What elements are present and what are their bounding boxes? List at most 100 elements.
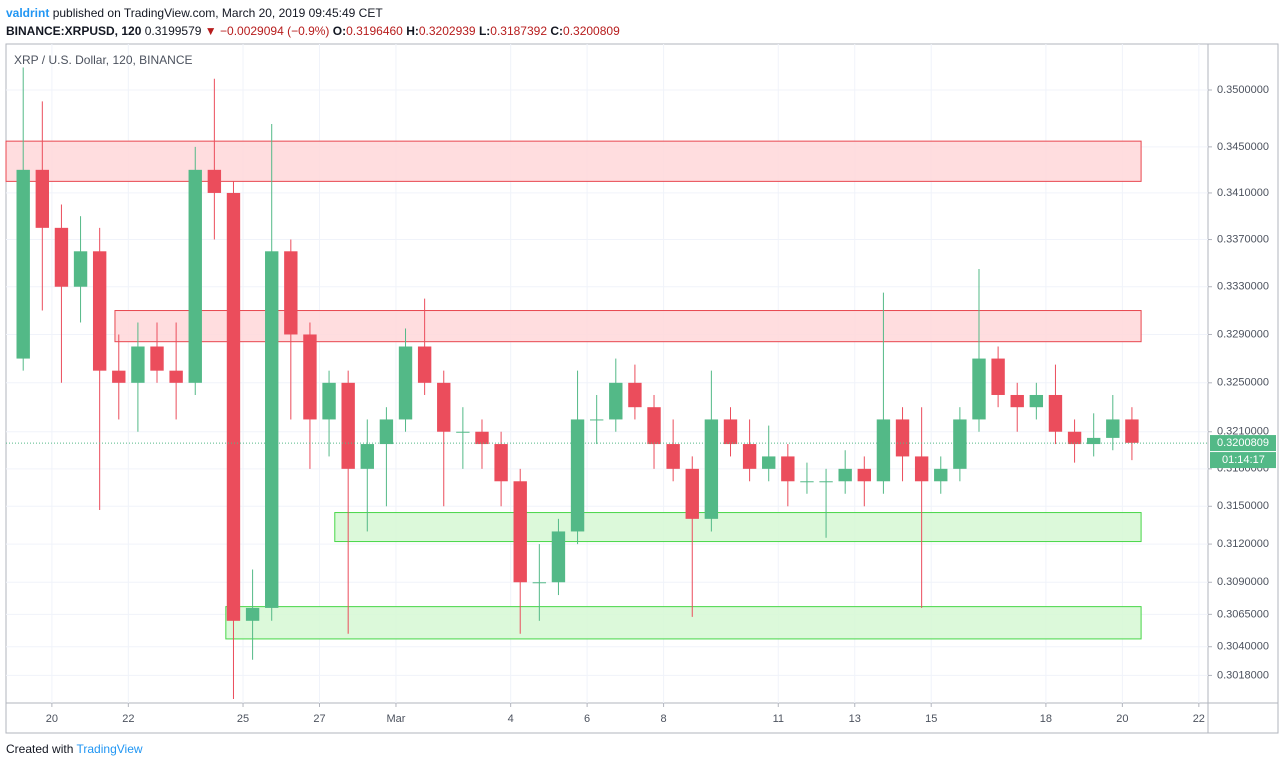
- candle-body: [1125, 419, 1139, 443]
- x-tick-label: 6: [584, 713, 590, 725]
- candle-body: [647, 407, 661, 445]
- candle-body: [609, 382, 623, 420]
- candle-body: [379, 419, 394, 445]
- candle-body: [131, 346, 145, 383]
- chart: XRP / U.S. Dollar, 120, BINANCE 0.350000…: [5, 43, 1279, 734]
- x-tick-label: 15: [925, 713, 937, 725]
- y-tick-label: 0.3018000: [1217, 669, 1269, 681]
- candle-body: [341, 382, 355, 469]
- candle-body: [226, 192, 241, 621]
- candle-body: [1106, 419, 1120, 438]
- candle-body: [723, 419, 738, 445]
- candle-body: [1010, 394, 1024, 408]
- candle-body: [245, 607, 260, 621]
- y-tick-label: 0.3290000: [1217, 328, 1269, 340]
- candle-body: [857, 468, 871, 482]
- y-tick-label: 0.3410000: [1217, 187, 1269, 199]
- ohlc-value: 0.3200809: [563, 24, 620, 38]
- candle-body: [513, 481, 527, 583]
- candle-body: [169, 370, 183, 383]
- candle-body: [16, 169, 30, 359]
- candle-body: [284, 251, 298, 335]
- candle-body: [742, 444, 757, 469]
- candle-body: [1067, 431, 1082, 445]
- candle-body: [666, 444, 680, 469]
- x-tick-label: 11: [773, 713, 784, 725]
- zone: [5, 140, 1142, 182]
- candle-body: [360, 444, 374, 469]
- y-tick-label: 0.3250000: [1217, 377, 1269, 389]
- zone: [225, 606, 1142, 640]
- candle-body: [1048, 394, 1063, 432]
- candle-body: [322, 382, 336, 420]
- footer: Created with TradingView: [6, 742, 143, 756]
- candle-body: [991, 358, 1005, 395]
- candle-body: [953, 419, 967, 469]
- x-tick-label: 4: [508, 713, 514, 725]
- x-tick-label: 22: [1193, 713, 1205, 725]
- candle-body: [838, 468, 852, 482]
- candle-body: [934, 468, 948, 482]
- candle-body: [456, 431, 470, 433]
- ohlc-label: L:: [478, 24, 491, 38]
- brand[interactable]: TradingView: [76, 742, 143, 756]
- change: ▼ −0.0029094 (−0.9%): [204, 24, 330, 38]
- candle-body: [92, 251, 107, 371]
- candle-body: [494, 444, 508, 482]
- y-tick-label: 0.3040000: [1217, 641, 1269, 653]
- candle-body: [1086, 437, 1101, 445]
- chart-title: XRP / U.S. Dollar, 120, BINANCE: [14, 53, 193, 67]
- candle-body: [895, 419, 910, 457]
- candle-body: [762, 456, 776, 469]
- ohlc-label: C:: [550, 24, 564, 38]
- created-with: Created with: [6, 742, 74, 756]
- candle-body: [1029, 394, 1044, 408]
- author[interactable]: valdrint: [6, 6, 50, 20]
- x-tick-label: 13: [849, 713, 861, 725]
- x-tick-label: 27: [313, 713, 325, 725]
- candle-body: [819, 481, 833, 483]
- y-tick-label: 0.3330000: [1217, 281, 1269, 293]
- candle-body: [570, 419, 585, 532]
- countdown-tag: [1210, 452, 1276, 469]
- y-tick-label: 0.3450000: [1217, 141, 1269, 153]
- candle-body: [914, 456, 929, 482]
- y-tick-label: 0.3090000: [1217, 576, 1269, 588]
- x-tick-label: 8: [661, 713, 667, 725]
- y-tick-label: 0.3370000: [1217, 233, 1269, 245]
- countdown-label: 01:14:17: [1222, 454, 1265, 466]
- candle-body: [704, 419, 719, 519]
- candle-body: [589, 419, 604, 421]
- y-tick-label: 0.3210000: [1217, 426, 1269, 438]
- ohlc-value: 0.3187392: [490, 24, 548, 38]
- symbol: BINANCE:XRPUSD, 120: [6, 24, 142, 38]
- candle-body: [685, 468, 699, 519]
- candle-body: [265, 251, 279, 608]
- y-tick-label: 0.3120000: [1217, 538, 1269, 550]
- x-tick-label: Mar: [386, 713, 405, 725]
- x-tick-label: 22: [122, 713, 134, 725]
- x-tick-label: 20: [46, 713, 58, 725]
- ohlc-label: O:: [332, 24, 347, 38]
- candle-body: [112, 370, 126, 383]
- ohlc-value: 0.3196460: [346, 24, 403, 38]
- price: 0.3199579: [144, 24, 202, 38]
- price-tag-label: 0.3200809: [1217, 437, 1269, 449]
- ohlc-value: 0.3202939: [418, 24, 476, 38]
- candle-body: [35, 169, 50, 228]
- x-tick-label: 20: [1116, 713, 1128, 725]
- candle-body: [54, 227, 69, 287]
- price-tag: [1210, 435, 1276, 452]
- candle-body: [781, 456, 795, 482]
- candle-body: [207, 169, 222, 193]
- candle-body: [876, 419, 891, 482]
- candle-body: [972, 358, 986, 420]
- y-tick-label: 0.3150000: [1217, 500, 1269, 512]
- candle-body: [150, 346, 164, 371]
- quote-line: BINANCE:XRPUSD, 120 0.3199579 ▼ −0.00290…: [6, 22, 620, 40]
- candle-body: [398, 346, 413, 420]
- y-tick-label: 0.3065000: [1217, 608, 1269, 620]
- candle-body: [551, 531, 566, 583]
- publish-line: valdrint published on TradingView.com, M…: [6, 4, 620, 22]
